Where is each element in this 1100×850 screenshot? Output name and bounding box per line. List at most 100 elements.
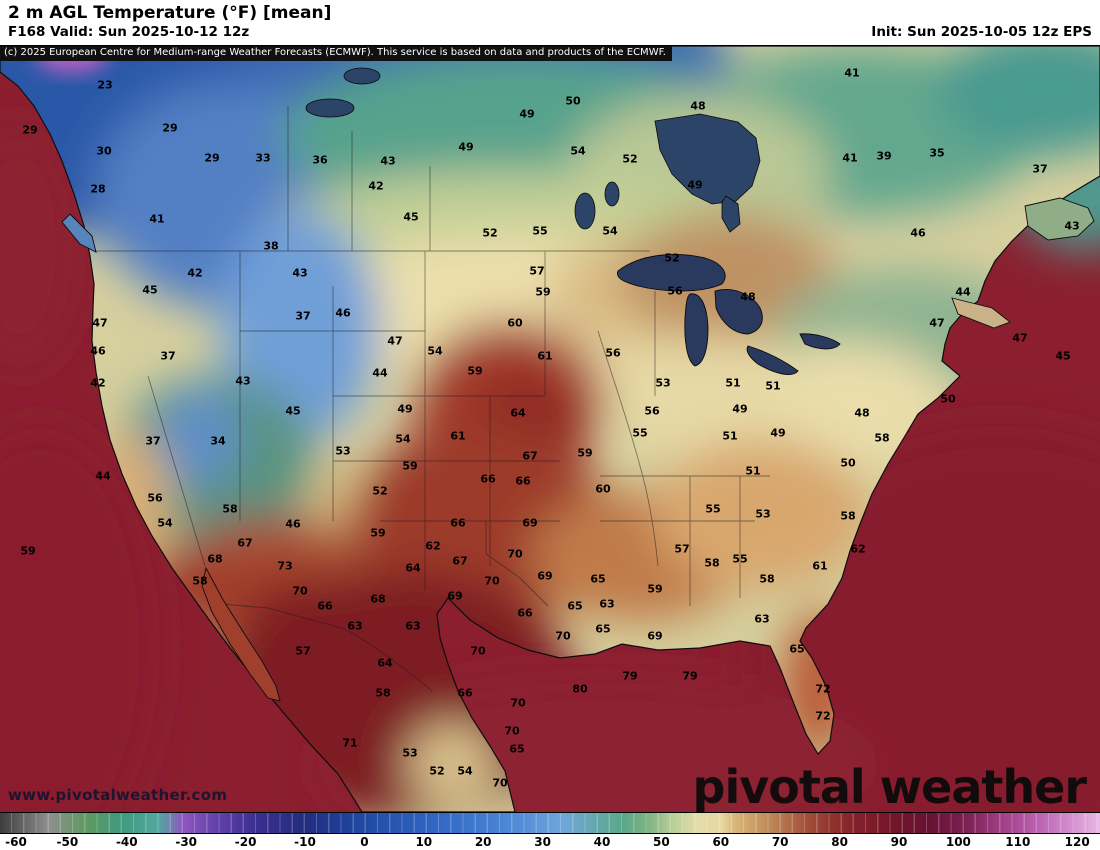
temp-label: 50 xyxy=(940,392,956,406)
temp-label: 67 xyxy=(452,554,468,568)
temp-label: 56 xyxy=(667,284,683,298)
temp-label: 48 xyxy=(690,99,706,113)
temp-label: 43 xyxy=(235,374,251,388)
temp-label: 48 xyxy=(740,290,756,304)
temp-label: 61 xyxy=(537,349,553,363)
temp-label: 45 xyxy=(403,210,419,224)
temp-label: 62 xyxy=(425,539,441,553)
colorbar-tick: -60 xyxy=(5,835,27,849)
temp-label: 66 xyxy=(480,472,496,486)
colorbar-tick: 90 xyxy=(890,835,908,849)
temp-label: 42 xyxy=(90,376,106,390)
temp-label: 61 xyxy=(450,429,466,443)
temp-label: 58 xyxy=(222,502,238,516)
temp-label: 63 xyxy=(599,597,615,611)
temp-label: 59 xyxy=(577,446,593,460)
temp-label: 60 xyxy=(595,482,611,496)
temp-label: 65 xyxy=(567,599,583,613)
temp-label: 71 xyxy=(342,736,358,750)
temp-label: 50 xyxy=(565,94,581,108)
colorbar-tick: 120 xyxy=(1064,835,1090,849)
temp-label: 47 xyxy=(92,316,108,330)
temp-label: 46 xyxy=(285,517,301,531)
temp-label: 58 xyxy=(192,574,208,588)
temp-label: 58 xyxy=(840,509,856,523)
temp-label: 45 xyxy=(1055,349,1071,363)
temp-label: 66 xyxy=(517,606,533,620)
colorbar: -60 -50 -40 -30 -20 -10 0 10 20 30 40 50 60 70 80 90 100… xyxy=(0,813,1100,850)
temp-label: 69 xyxy=(522,516,538,530)
colorbar-tick: -10 xyxy=(294,835,316,849)
temp-label: 58 xyxy=(704,556,720,570)
temp-label: 65 xyxy=(590,572,606,586)
temp-label: 72 xyxy=(815,682,831,696)
temp-label: 36 xyxy=(312,153,328,167)
state-borders xyxy=(95,106,770,692)
header: 2 m AGL Temperature (°F) [mean] F168 Val… xyxy=(0,0,1100,45)
temp-label: 51 xyxy=(765,379,781,393)
temp-label: 52 xyxy=(622,152,638,166)
colorbar-ticks: -60 -50 -40 -30 -20 -10 0 10 20 30 40 50 60 70 80 90 100… xyxy=(0,834,1100,850)
temp-label: 49 xyxy=(770,426,786,440)
temp-label: 54 xyxy=(427,344,443,358)
temp-label: 56 xyxy=(147,491,163,505)
init-datetime: Init: Sun 2025-10-05 12z EPS xyxy=(871,24,1092,40)
colorbar-gradient xyxy=(0,813,1100,834)
temp-label: 37 xyxy=(145,434,161,448)
colorbar-tick: 40 xyxy=(593,835,611,849)
temp-label: 53 xyxy=(655,376,671,390)
temp-label: 69 xyxy=(647,629,663,643)
temp-label: 44 xyxy=(95,469,111,483)
temp-label: 55 xyxy=(632,426,648,440)
temp-label: 33 xyxy=(255,151,271,165)
temp-label: 53 xyxy=(335,444,351,458)
copyright-bar: (c) 2025 European Centre for Medium-rang… xyxy=(0,46,672,61)
temp-label: 52 xyxy=(429,764,445,778)
temp-label: 55 xyxy=(532,224,548,238)
temp-label: 54 xyxy=(395,432,411,446)
hudson-bay xyxy=(305,67,761,233)
temp-label: 79 xyxy=(622,669,638,683)
temp-label: 49 xyxy=(458,140,474,154)
temp-label: 50 xyxy=(840,456,856,470)
temp-label: 70 xyxy=(510,696,526,710)
temp-label: 41 xyxy=(844,66,860,80)
temp-label: 23 xyxy=(97,78,113,92)
temp-label: 70 xyxy=(484,574,500,588)
colorbar-tick: -30 xyxy=(175,835,198,849)
temp-label: 66 xyxy=(457,686,473,700)
temp-label: 58 xyxy=(375,686,391,700)
weather-map: (c) 2025 European Centre for Medium-rang… xyxy=(0,45,1100,813)
temp-label: 47 xyxy=(929,316,945,330)
great-lakes xyxy=(616,254,841,375)
temp-label: 63 xyxy=(754,612,770,626)
temp-label: 41 xyxy=(842,151,858,165)
colorbar-tick: 70 xyxy=(771,835,789,849)
temp-label: 49 xyxy=(687,178,703,192)
temp-label: 64 xyxy=(510,406,526,420)
temp-label: 72 xyxy=(815,709,831,723)
temp-label: 29 xyxy=(22,123,38,137)
temp-label: 63 xyxy=(405,619,421,633)
temp-label: 52 xyxy=(482,226,498,240)
temp-label: 54 xyxy=(602,224,618,238)
temp-label: 41 xyxy=(149,212,165,226)
temp-label: 80 xyxy=(572,682,588,696)
colorbar-tick: 100 xyxy=(945,835,971,849)
temp-label: 46 xyxy=(910,226,926,240)
temp-label: 53 xyxy=(755,507,771,521)
colorbar-tick: 60 xyxy=(712,835,730,849)
temp-label: 65 xyxy=(509,742,525,756)
temp-labels-layer: 23 29 29 30 28 29 33 36 43 42 45 49 49 50 54 52 49 48 41 41… xyxy=(0,46,1100,812)
temp-label: 59 xyxy=(370,526,386,540)
temp-label: 51 xyxy=(745,464,761,478)
watermark-brand-logo: pivotal weather xyxy=(692,760,1087,813)
temp-label: 49 xyxy=(397,402,413,416)
temp-label: 37 xyxy=(295,309,311,323)
temp-label: 55 xyxy=(705,502,721,516)
temp-label: 54 xyxy=(157,516,173,530)
temp-label: 63 xyxy=(347,619,363,633)
temp-label: 45 xyxy=(285,404,301,418)
temp-label: 43 xyxy=(380,154,396,168)
colorbar-tick: -20 xyxy=(234,835,257,849)
